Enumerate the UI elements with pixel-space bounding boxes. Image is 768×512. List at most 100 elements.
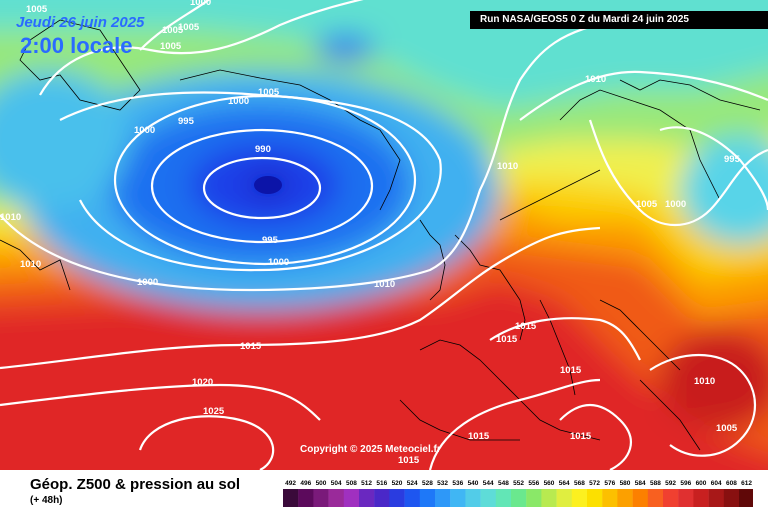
legend-tick-label: 584 — [635, 480, 646, 487]
isobar-label: 1000 — [134, 125, 155, 136]
legend-tick-label: 580 — [620, 480, 631, 487]
legend-color-swatch — [283, 489, 299, 507]
legend-tick-label: 564 — [559, 480, 570, 487]
isobar-label: 1005 — [162, 25, 184, 36]
isobar-label: 1000 — [268, 257, 289, 268]
legend-color-swatch — [632, 489, 648, 507]
isobar-label: 1010 — [585, 74, 606, 85]
isobar-label: 995 — [724, 154, 741, 165]
legend-tick-label: 492 — [285, 480, 296, 487]
weather-map: 1005 1000 1005 1005 1005 1000 995 1000 1… — [0, 0, 768, 470]
isobar-label: 1005 — [160, 41, 182, 52]
legend-color-swatch — [359, 489, 375, 507]
isobar-label: 1015 — [496, 334, 518, 345]
legend-tick-label: 524 — [407, 480, 418, 487]
legend-color-swatch — [374, 489, 390, 507]
legend-tick-label: 500 — [316, 480, 327, 487]
legend-color-swatch — [465, 489, 481, 507]
legend-tick-label: 608 — [726, 480, 737, 487]
legend-color-swatch — [739, 489, 753, 507]
isobars — [0, 0, 768, 470]
legend-color-swatch — [541, 489, 557, 507]
legend-color-swatch — [526, 489, 542, 507]
legend-color-swatch — [389, 489, 405, 507]
legend-tick-label: 512 — [361, 480, 372, 487]
forecast-lead-time: (+ 48h) — [30, 495, 63, 506]
legend-tick-label: 516 — [376, 480, 387, 487]
color-scale-legend: 492 496 500 504 508 512 516 520 524 528 532 536 540 5… — [283, 480, 753, 507]
legend-tick-label: 560 — [544, 480, 555, 487]
legend-color-swatch — [663, 489, 679, 507]
isobar-label: 1000 — [190, 0, 211, 8]
run-info-banner: Run NASA/GEOS5 0 Z du Mardi 24 juin 2025 — [470, 11, 768, 29]
legend-tick-label: 612 — [741, 480, 752, 487]
legend-color-swatch — [587, 489, 603, 507]
legend-color-swatch — [450, 489, 466, 507]
legend-color-swatch — [419, 489, 436, 507]
isobar-label: 1005 — [258, 87, 280, 98]
legend-color-swatch — [435, 489, 451, 507]
legend-tick-label: 520 — [392, 480, 403, 487]
legend-color-swatch — [511, 489, 527, 507]
legend-color-swatch — [480, 489, 496, 507]
isobar-label: 1000 — [228, 96, 249, 107]
isobar-label: 995 — [262, 235, 279, 246]
isobar-label: 1010 — [20, 259, 41, 270]
legend-tick-label: 540 — [468, 480, 479, 487]
legend-color-swatch — [404, 489, 420, 507]
legend-color-swatch — [313, 489, 329, 507]
footer-bar: Géop. Z500 & pression au sol (+ 48h) 492… — [0, 470, 768, 512]
geopotential-field — [0, 0, 768, 470]
isobar-label: 1015 — [570, 431, 592, 442]
copyright-notice: Copyright © 2025 Meteociel.fr — [300, 444, 441, 455]
legend-color-swatch — [571, 489, 588, 507]
isobar-label: 1005 — [178, 22, 200, 33]
legend-tick-label: 528 — [422, 480, 433, 487]
isobar-label: 1015 — [468, 431, 490, 442]
legend-tick-label: 604 — [711, 480, 722, 487]
forecast-local-time: 2:00 locale — [20, 33, 133, 58]
isobar-label: 1020 — [192, 377, 213, 388]
legend-tick-label: 548 — [498, 480, 509, 487]
isobar-label: 1025 — [203, 406, 225, 417]
legend-color-swatch — [693, 489, 709, 507]
legend-tick-label: 596 — [680, 480, 691, 487]
map-canvas: 1005 1000 1005 1005 1005 1000 995 1000 1… — [0, 0, 768, 470]
forecast-date: Jeudi 26 juin 2025 — [16, 14, 145, 31]
legend-tick-label: 508 — [346, 480, 357, 487]
legend-color-swatch — [617, 489, 633, 507]
isobar-label: 1015 — [560, 365, 582, 376]
legend-color-swatch — [723, 489, 740, 507]
isobar-label: 1015 — [398, 455, 420, 466]
legend-tick-label: 572 — [589, 480, 600, 487]
isobar-label: 1010 — [374, 279, 395, 290]
legend-tick-label: 556 — [528, 480, 539, 487]
isobar-label: 1005 — [636, 199, 658, 210]
legend-color-swatch — [647, 489, 664, 507]
isobar-label-layer: 1005 1000 1005 1005 1005 1000 995 1000 1… — [0, 0, 741, 466]
legend-tick-label: 592 — [665, 480, 676, 487]
legend-color-swatch — [556, 489, 572, 507]
legend-color-swatch — [343, 489, 360, 507]
isobar-label: 995 — [178, 116, 195, 127]
legend-tick-label: 504 — [331, 480, 342, 487]
isobar-label: 1010 — [497, 161, 518, 172]
low-pressure-center — [254, 176, 282, 194]
legend-tick-label: 532 — [437, 480, 448, 487]
isobar-label: 1015 — [515, 321, 537, 332]
legend-color-swatch — [678, 489, 694, 507]
legend-tick-label: 588 — [650, 480, 661, 487]
legend-color-swatch — [298, 489, 314, 507]
isobar-label: 1000 — [665, 199, 686, 210]
coastlines — [0, 19, 761, 451]
legend-color-swatch — [708, 489, 724, 507]
legend-tick-label: 600 — [696, 480, 707, 487]
legend-tick-label: 544 — [483, 480, 494, 487]
isobar-label: 1005 — [716, 423, 738, 434]
legend-color-swatch — [495, 489, 512, 507]
map-title: Géop. Z500 & pression au sol — [30, 476, 241, 493]
legend-tick-label: 552 — [513, 480, 524, 487]
legend-color-swatch — [602, 489, 618, 507]
isobar-label: 1005 — [26, 4, 48, 15]
legend-color-swatch — [328, 489, 344, 507]
